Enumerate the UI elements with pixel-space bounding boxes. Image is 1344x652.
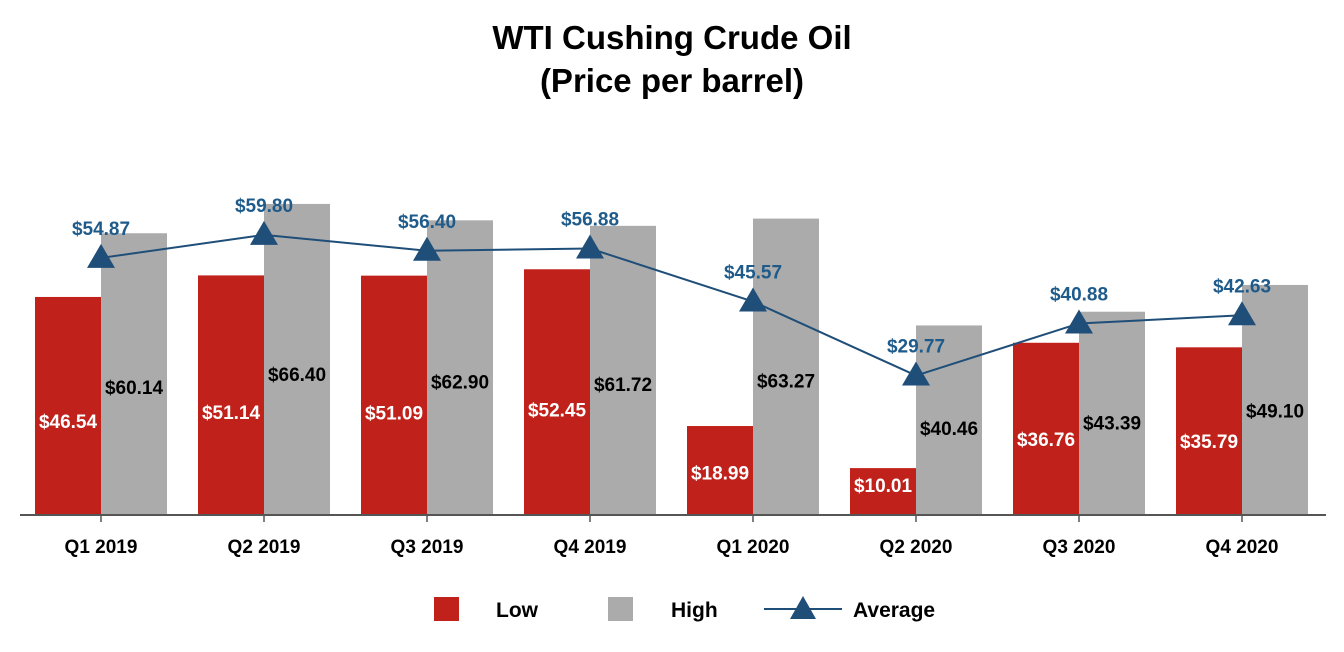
bar-low	[361, 275, 427, 515]
data-label-average: $42.63	[1213, 276, 1271, 297]
average-marker	[1065, 309, 1093, 334]
legend-swatch-low	[434, 597, 459, 621]
data-label-low: $51.14	[202, 403, 261, 424]
data-label-high: $40.46	[920, 419, 978, 440]
data-label-low: $35.79	[1180, 432, 1238, 453]
bar-high	[1079, 311, 1145, 515]
average-line	[100, 233, 1243, 377]
bar-low	[198, 275, 264, 515]
x-axis: Q1 2019 Q2 2019 Q3 2019 Q4 2019 Q1 2020 Q2 20…	[20, 514, 1326, 558]
x-tick-label: Q2 2019	[228, 537, 301, 558]
average-line-group: $54.87 $59.80 $56.40 $56.88 $45.57 $29.77 $40.…	[72, 196, 1271, 386]
x-tick-label: Q2 2020	[880, 537, 953, 558]
bar-high	[101, 233, 167, 516]
x-tick-label: Q4 2019	[554, 537, 627, 558]
legend-label-low: Low	[496, 599, 539, 622]
data-label-high: $61.72	[594, 375, 652, 396]
data-label-low: $51.09	[365, 403, 423, 424]
data-label-low: $18.99	[691, 463, 749, 484]
average-marker	[1228, 301, 1256, 326]
average-marker	[576, 234, 604, 259]
legend-marker-average	[790, 596, 816, 619]
bar-low	[1176, 347, 1242, 515]
chart-title-line1: WTI Cushing Crude Oil	[492, 19, 852, 56]
bars-group: $46.54 $60.14 $51.14 $66.40 $51.09 $62.90 $52.…	[35, 203, 1308, 516]
data-label-high: $63.27	[757, 372, 815, 393]
bar-low	[1013, 342, 1079, 515]
chart-title: WTI Cushing Crude Oil (Price per barrel)	[0, 16, 1344, 102]
average-marker	[739, 287, 767, 312]
average-marker	[413, 236, 441, 261]
data-label-low: $52.45	[528, 401, 587, 422]
data-label-average: $56.88	[561, 210, 619, 231]
data-label-average: $56.40	[398, 212, 456, 233]
data-label-high: $66.40	[268, 365, 326, 386]
bar-high	[590, 225, 656, 515]
bar-low	[524, 269, 590, 515]
x-tick-label: Q3 2020	[1043, 537, 1116, 558]
data-label-high: $62.90	[431, 372, 489, 393]
data-label-high: $60.14	[105, 378, 164, 399]
bar-low	[850, 468, 916, 515]
data-label-average: $59.80	[235, 196, 293, 217]
legend-swatch-high	[608, 597, 633, 621]
x-tick-label: Q1 2019	[65, 537, 138, 558]
average-marker	[250, 220, 278, 245]
bar-high	[427, 220, 493, 515]
average-marker	[87, 243, 115, 268]
data-label-average: $29.77	[887, 337, 945, 358]
x-tick-label: Q1 2020	[717, 537, 790, 558]
data-label-average: $40.88	[1050, 284, 1108, 305]
bar-low	[35, 296, 101, 515]
legend-label-average: Average	[853, 599, 935, 622]
bar-high	[753, 218, 819, 515]
legend: Low High Average	[434, 596, 935, 622]
bar-high	[264, 203, 330, 515]
legend-label-high: High	[671, 599, 718, 622]
x-tick-label: Q3 2019	[391, 537, 464, 558]
data-label-low: $46.54	[39, 412, 98, 433]
x-tick-label: Q4 2020	[1206, 537, 1279, 558]
data-label-high: $49.10	[1246, 401, 1304, 422]
average-marker	[902, 361, 930, 386]
data-label-low: $36.76	[1017, 430, 1075, 451]
bar-low	[687, 426, 753, 515]
data-label-high: $43.39	[1083, 414, 1141, 435]
data-label-average: $45.57	[724, 263, 782, 284]
data-label-low: $10.01	[854, 476, 913, 497]
chart-subtitle: (Price per barrel)	[539, 62, 805, 99]
data-label-average: $54.87	[72, 219, 130, 240]
